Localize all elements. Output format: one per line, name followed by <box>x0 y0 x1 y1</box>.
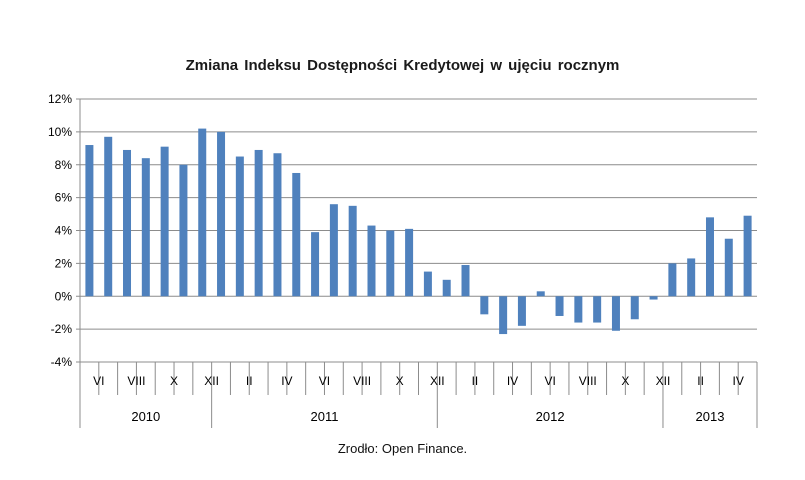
x-category-label: VIII <box>579 374 597 388</box>
chart-title: Zmiana Indeksu Dostępności Kredytowej w … <box>185 57 620 74</box>
y-tick-label: 12% <box>48 92 72 106</box>
bar <box>160 146 169 297</box>
bar <box>235 156 244 297</box>
bar <box>273 153 282 297</box>
y-tick-label: 6% <box>55 191 73 205</box>
y-tick-labels: 12% 10% 8% 6% 4% 2% 0% -2% -4% <box>48 92 72 369</box>
bar <box>724 238 733 297</box>
x-category-label: VIII <box>127 374 145 388</box>
x-category-label: II <box>246 374 253 388</box>
y-tick-label: -2% <box>51 322 73 336</box>
bar <box>461 265 470 297</box>
x-category-label: X <box>396 374 404 388</box>
bar <box>141 158 150 297</box>
bar <box>405 228 414 297</box>
bar <box>311 232 320 297</box>
bar <box>423 271 432 297</box>
y-tick-label: -4% <box>51 355 73 369</box>
bar <box>386 230 395 297</box>
bar <box>630 296 639 320</box>
bar <box>536 291 545 297</box>
x-category-labels: VI VIII X XII II IV VI VIII X XII II IV VI VIII X XII II… <box>93 374 744 388</box>
x-category-label: XII <box>204 374 219 388</box>
y-tick-label: 10% <box>48 125 72 139</box>
bar <box>292 172 301 297</box>
x-category-label: X <box>621 374 629 388</box>
x-category-label: X <box>170 374 178 388</box>
x-category-label: VIII <box>353 374 371 388</box>
bar <box>123 149 132 297</box>
x-category-label: XII <box>430 374 445 388</box>
bar <box>367 225 376 297</box>
bar <box>574 296 583 323</box>
year-label: 2011 <box>310 409 338 424</box>
bar <box>687 258 696 297</box>
bar <box>705 217 714 297</box>
y-tick-label: 8% <box>55 158 73 172</box>
x-category-label: II <box>697 374 704 388</box>
x-category-label: IV <box>281 374 292 388</box>
x-category-label: XII <box>656 374 671 388</box>
bar <box>743 215 752 297</box>
y-tick-label: 0% <box>55 289 73 303</box>
year-label: 2012 <box>536 409 565 424</box>
bar <box>254 149 263 297</box>
y-tick-label: 4% <box>55 224 73 238</box>
bar <box>348 205 357 297</box>
bar <box>442 279 451 297</box>
bar <box>104 136 113 297</box>
y-tick-label: 2% <box>55 256 73 270</box>
year-labels: 2010 2011 2012 2013 <box>131 409 724 424</box>
axes <box>76 98 758 428</box>
bar <box>480 296 489 315</box>
bar <box>649 296 658 300</box>
bar <box>555 296 564 316</box>
year-label: 2013 <box>696 409 725 424</box>
x-category-label: VI <box>544 374 555 388</box>
x-category-label: IV <box>507 374 518 388</box>
bar <box>329 204 338 297</box>
bar <box>668 263 677 297</box>
bar <box>198 128 207 297</box>
year-label: 2010 <box>131 409 160 424</box>
bar <box>499 296 508 335</box>
source-note: Zrodło: Open Finance. <box>337 441 468 456</box>
bar <box>85 145 94 297</box>
bar <box>593 296 602 323</box>
x-category-label: IV <box>733 374 744 388</box>
bars <box>85 128 752 335</box>
x-category-label: VI <box>93 374 104 388</box>
bar <box>217 131 226 297</box>
x-category-label: II <box>472 374 479 388</box>
x-category-label: VI <box>319 374 330 388</box>
bar <box>179 164 188 297</box>
bar <box>517 296 526 326</box>
bar <box>611 296 620 331</box>
